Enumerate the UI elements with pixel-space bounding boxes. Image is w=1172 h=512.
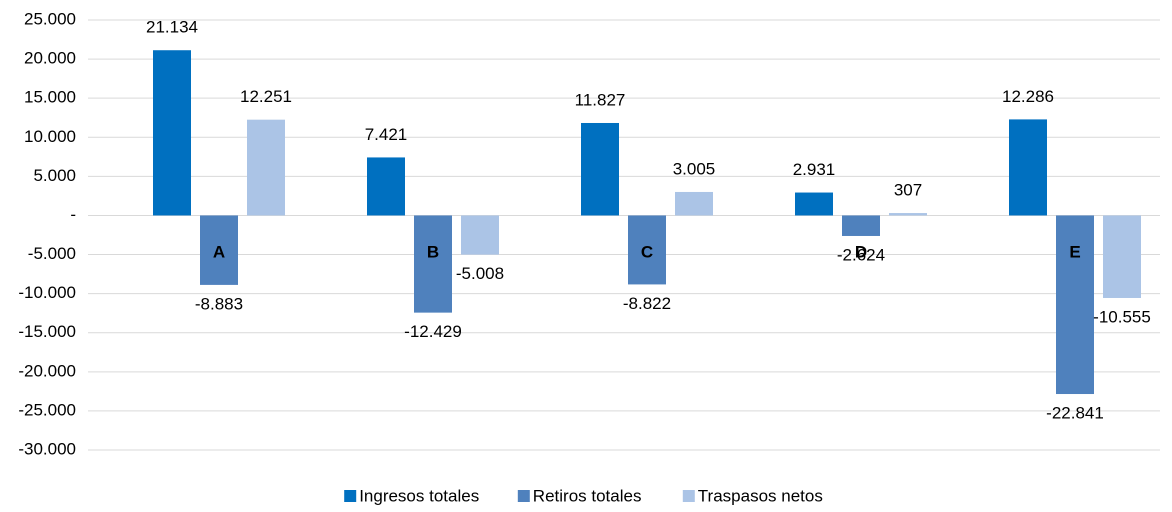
bar (795, 192, 833, 216)
legend-label: Ingresos totales (359, 486, 479, 505)
category-label: A (213, 242, 225, 261)
y-tick-label: -30.000 (18, 439, 76, 458)
y-tick-label: - (70, 205, 76, 224)
bar (247, 119, 285, 216)
bar (1009, 119, 1047, 216)
bar (628, 215, 666, 285)
legend-swatch (344, 490, 357, 502)
y-tick-label: -25.000 (18, 400, 76, 419)
value-label: 7.421 (365, 125, 408, 144)
y-tick-label: 5.000 (33, 166, 76, 185)
category-label: B (427, 242, 439, 261)
legend-label: Retiros totales (533, 486, 642, 505)
value-label: -5.008 (456, 264, 504, 283)
legend-label: Traspasos netos (698, 486, 823, 505)
value-label: 307 (894, 181, 922, 200)
value-label: -8.883 (195, 294, 243, 313)
legend-swatch (682, 490, 695, 502)
y-tick-label: -20.000 (18, 361, 76, 380)
y-tick-label: -15.000 (18, 322, 76, 341)
category-label: C (641, 242, 653, 261)
value-label: 12.251 (240, 87, 292, 106)
value-label: -10.555 (1093, 307, 1151, 326)
value-label: -2.624 (837, 245, 885, 264)
bar (1056, 215, 1094, 395)
value-label: 11.827 (575, 90, 626, 109)
y-tick-label: 10.000 (24, 127, 76, 146)
value-label: 21.134 (146, 18, 198, 37)
y-tick-label: -5.000 (28, 244, 76, 263)
category-label: E (1069, 242, 1080, 261)
legend-swatch (517, 490, 530, 502)
y-tick-label: -10.000 (18, 283, 76, 302)
value-label: 12.286 (1002, 87, 1054, 106)
value-label: 3.005 (673, 159, 716, 178)
value-label: -12.429 (404, 322, 462, 341)
bar (675, 191, 713, 216)
bar (153, 50, 191, 216)
value-label: -8.822 (623, 294, 671, 313)
bar (842, 215, 880, 236)
bar (200, 215, 238, 285)
value-label: -22.841 (1046, 404, 1104, 423)
y-tick-label: 25.000 (24, 9, 76, 28)
y-tick-label: 20.000 (24, 49, 76, 68)
y-tick-label: 15.000 (24, 88, 76, 107)
bar (461, 215, 499, 255)
category-label: D (855, 242, 867, 261)
bar (581, 122, 619, 216)
bar (367, 157, 405, 216)
bar (414, 215, 452, 313)
bar (889, 213, 927, 216)
value-label: 2.931 (793, 160, 836, 179)
bar (1103, 215, 1141, 298)
